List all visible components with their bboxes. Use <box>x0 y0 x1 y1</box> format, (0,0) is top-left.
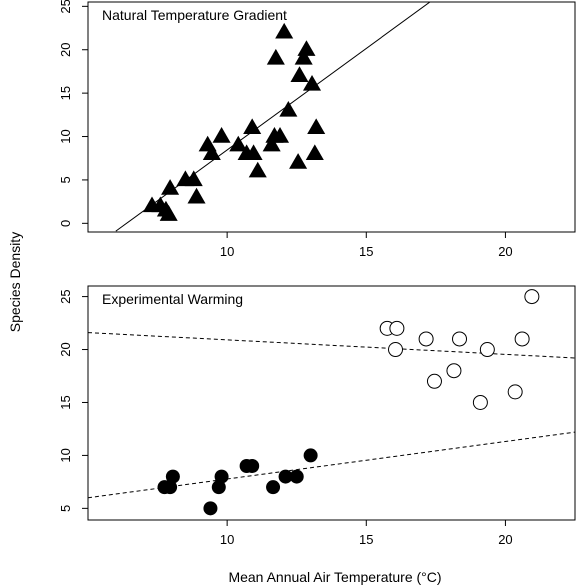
y-tick-label: 15 <box>58 395 73 409</box>
data-point-filled-circle <box>163 480 178 495</box>
y-tick-label: 15 <box>58 86 73 100</box>
fit-line <box>88 431 575 499</box>
y-tick-label: 5 <box>58 176 73 183</box>
fit-line <box>115 2 431 232</box>
data-point-triangle <box>248 161 267 178</box>
data-point-filled-circle <box>278 469 293 484</box>
data-point-triangle <box>297 40 316 56</box>
panel-title: Experimental Warming <box>102 291 243 307</box>
data-point-triangle <box>302 74 322 91</box>
x-tick-label: 10 <box>220 244 234 259</box>
data-point-open-circle <box>418 331 434 347</box>
data-point-filled-circle <box>289 469 304 484</box>
data-point-triangle <box>184 170 203 187</box>
y-tick-label: 10 <box>58 129 73 143</box>
data-point-triangle <box>244 144 263 161</box>
data-point-triangle <box>187 187 206 204</box>
data-point-triangle <box>212 127 231 143</box>
data-point-triangle <box>305 144 324 161</box>
data-point-filled-circle <box>303 448 318 463</box>
x-tick-label: 10 <box>220 532 234 547</box>
y-tick-label: 25 <box>58 289 73 303</box>
data-point-open-circle <box>507 384 523 400</box>
data-point-open-circle <box>514 331 530 347</box>
data-point-triangle <box>229 135 248 152</box>
data-point-triangle <box>159 205 178 221</box>
y-tick-label: 25 <box>58 0 73 14</box>
data-point-filled-circle <box>165 469 180 484</box>
data-point-filled-circle <box>266 480 281 495</box>
y-tick-label: 5 <box>58 505 73 512</box>
data-point-triangle <box>279 100 298 117</box>
x-tick-label: 15 <box>359 244 373 259</box>
y-tick-label: 20 <box>58 43 73 57</box>
data-point-filled-circle <box>203 501 218 516</box>
data-point-triangle <box>307 118 326 135</box>
x-tick-label: 20 <box>498 244 512 259</box>
data-point-triangle <box>161 179 180 195</box>
y-tick-label: 20 <box>58 342 73 356</box>
data-point-open-circle <box>479 342 495 358</box>
data-point-triangle <box>202 144 221 161</box>
y-tick-label: 10 <box>58 448 73 462</box>
plot-frame <box>87 285 576 521</box>
x-tick-label: 20 <box>498 532 512 547</box>
data-point-triangle <box>294 48 313 65</box>
data-point-filled-circle <box>245 459 260 473</box>
data-point-triangle <box>270 127 290 143</box>
data-point-triangle <box>275 22 294 39</box>
data-point-open-circle <box>452 331 468 347</box>
data-point-open-circle <box>446 363 462 379</box>
shared-x-axis-title: Mean Annual Air Temperature (°C) <box>228 569 441 585</box>
data-point-triangle <box>262 135 281 152</box>
x-tick-label: 15 <box>359 532 373 547</box>
shared-y-axis-title: Species Density <box>7 232 23 332</box>
data-point-triangle <box>266 48 285 65</box>
data-point-open-circle <box>524 289 540 305</box>
panel-natural-gradient: 0 5 10 15 20 25 10 15 20 Natural Temperature Grad… <box>58 0 576 259</box>
y-tick-label: 0 <box>58 220 73 227</box>
data-point-open-circle <box>389 320 405 336</box>
data-point-triangle <box>243 118 262 135</box>
data-point-triangle <box>289 153 308 169</box>
data-point-open-circle <box>426 373 442 389</box>
data-point-triangle <box>290 66 309 82</box>
data-point-filled-circle <box>214 469 229 484</box>
plot-frame <box>87 1 576 233</box>
data-point-open-circle <box>472 394 488 410</box>
data-point-filled-circle <box>211 480 226 495</box>
panel-title: Natural Temperature Gradient <box>102 7 287 23</box>
fit-line <box>88 332 575 359</box>
data-point-open-circle <box>388 342 404 358</box>
panel-experimental-warming: 5 10 15 20 25 10 15 20 Experimental Warming <box>58 285 576 547</box>
